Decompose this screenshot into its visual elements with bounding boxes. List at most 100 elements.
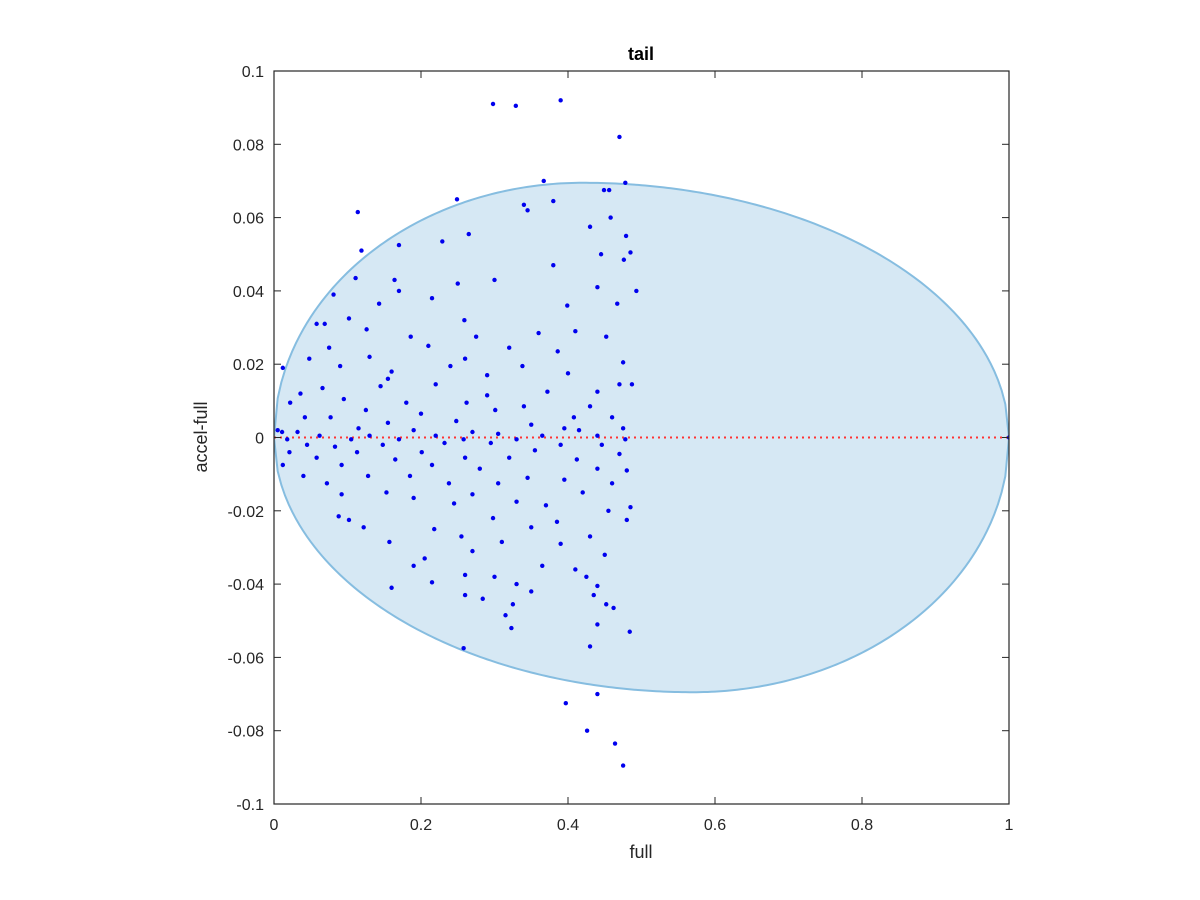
data-point	[521, 202, 527, 207]
data-point	[525, 208, 530, 213]
x-tick-label: 0.6	[704, 817, 726, 834]
data-point	[363, 407, 369, 413]
y-axis: -0.1 -0.08 -0.06 -0.04 -0.02 0 0.02 0.04 0.06 0.0…	[228, 64, 1009, 814]
data-point	[628, 504, 633, 510]
data-point	[448, 363, 453, 369]
data-point	[446, 481, 452, 486]
data-point	[429, 296, 435, 301]
data-point	[623, 437, 628, 442]
data-point	[510, 602, 516, 607]
data-point	[615, 301, 620, 306]
data-point	[623, 180, 628, 185]
y-tick-label: 0.06	[233, 211, 264, 228]
data-point	[587, 534, 593, 539]
data-point	[314, 455, 319, 460]
data-point	[529, 589, 534, 594]
data-point	[287, 400, 293, 405]
data-point	[454, 418, 459, 424]
data-point	[385, 376, 391, 382]
data-point	[495, 481, 501, 486]
data-point	[353, 275, 358, 281]
data-point	[606, 187, 612, 193]
data-point	[429, 462, 435, 468]
data-point	[562, 426, 567, 431]
data-point	[442, 440, 447, 446]
data-point	[513, 103, 519, 109]
data-point	[576, 427, 582, 433]
data-point	[484, 373, 490, 378]
data-point	[493, 407, 498, 413]
data-point	[521, 404, 527, 409]
data-point	[558, 442, 563, 448]
data-point	[470, 492, 475, 497]
data-point	[419, 449, 424, 455]
data-point	[365, 473, 371, 479]
y-tick-label: 0.1	[242, 64, 264, 81]
data-point	[426, 343, 431, 349]
data-point	[367, 433, 372, 438]
data-point	[595, 285, 600, 290]
data-point	[620, 763, 626, 768]
data-point	[378, 383, 383, 389]
data-point	[341, 396, 347, 402]
data-point	[396, 288, 402, 294]
data-point	[628, 250, 633, 255]
data-point	[367, 354, 372, 360]
data-point	[324, 481, 330, 486]
data-point	[617, 134, 622, 140]
data-point	[606, 508, 611, 513]
data-point	[298, 391, 303, 396]
data-point	[624, 517, 629, 523]
data-point	[346, 316, 352, 321]
data-point	[595, 466, 600, 471]
data-point	[609, 481, 615, 486]
data-point	[558, 541, 563, 546]
data-point	[279, 429, 285, 435]
data-point	[529, 525, 534, 530]
data-point	[617, 451, 622, 457]
data-point	[354, 449, 360, 455]
data-point	[275, 427, 280, 433]
data-point	[461, 646, 466, 651]
data-point	[565, 303, 570, 308]
data-point	[301, 473, 306, 479]
y-tick-label: 0.04	[233, 284, 264, 301]
x-tick-label: 0.8	[851, 817, 873, 834]
data-point	[507, 455, 512, 460]
data-point	[584, 728, 590, 733]
data-point	[514, 581, 519, 587]
data-point	[595, 622, 600, 627]
data-point	[462, 356, 468, 361]
data-point	[591, 592, 596, 598]
data-point	[317, 433, 322, 438]
data-point	[601, 187, 607, 193]
data-point	[346, 517, 352, 523]
data-point	[470, 548, 475, 554]
data-point	[280, 462, 286, 468]
x-axis: 0 0.2 0.4 0.6 0.8 1	[270, 71, 1014, 834]
data-point	[495, 431, 501, 437]
y-tick-label: -0.06	[228, 650, 265, 667]
data-point	[555, 349, 560, 354]
data-point	[611, 605, 616, 611]
data-point	[604, 334, 609, 339]
data-point	[573, 329, 578, 334]
data-point	[314, 321, 319, 327]
data-point	[503, 613, 508, 618]
data-point	[376, 301, 382, 306]
data-point	[492, 574, 497, 579]
data-point	[464, 400, 469, 405]
data-point	[627, 629, 632, 634]
y-tick-label: -0.04	[228, 577, 265, 594]
chart-title: tail	[628, 44, 654, 64]
data-point	[602, 552, 607, 557]
data-point	[348, 437, 354, 442]
data-point	[492, 277, 497, 283]
y-tick-label: -0.08	[228, 724, 265, 741]
data-point	[629, 382, 635, 387]
data-point	[480, 596, 485, 601]
data-point	[624, 468, 629, 473]
data-point	[558, 98, 563, 103]
data-point	[473, 334, 479, 339]
data-point	[451, 501, 457, 506]
